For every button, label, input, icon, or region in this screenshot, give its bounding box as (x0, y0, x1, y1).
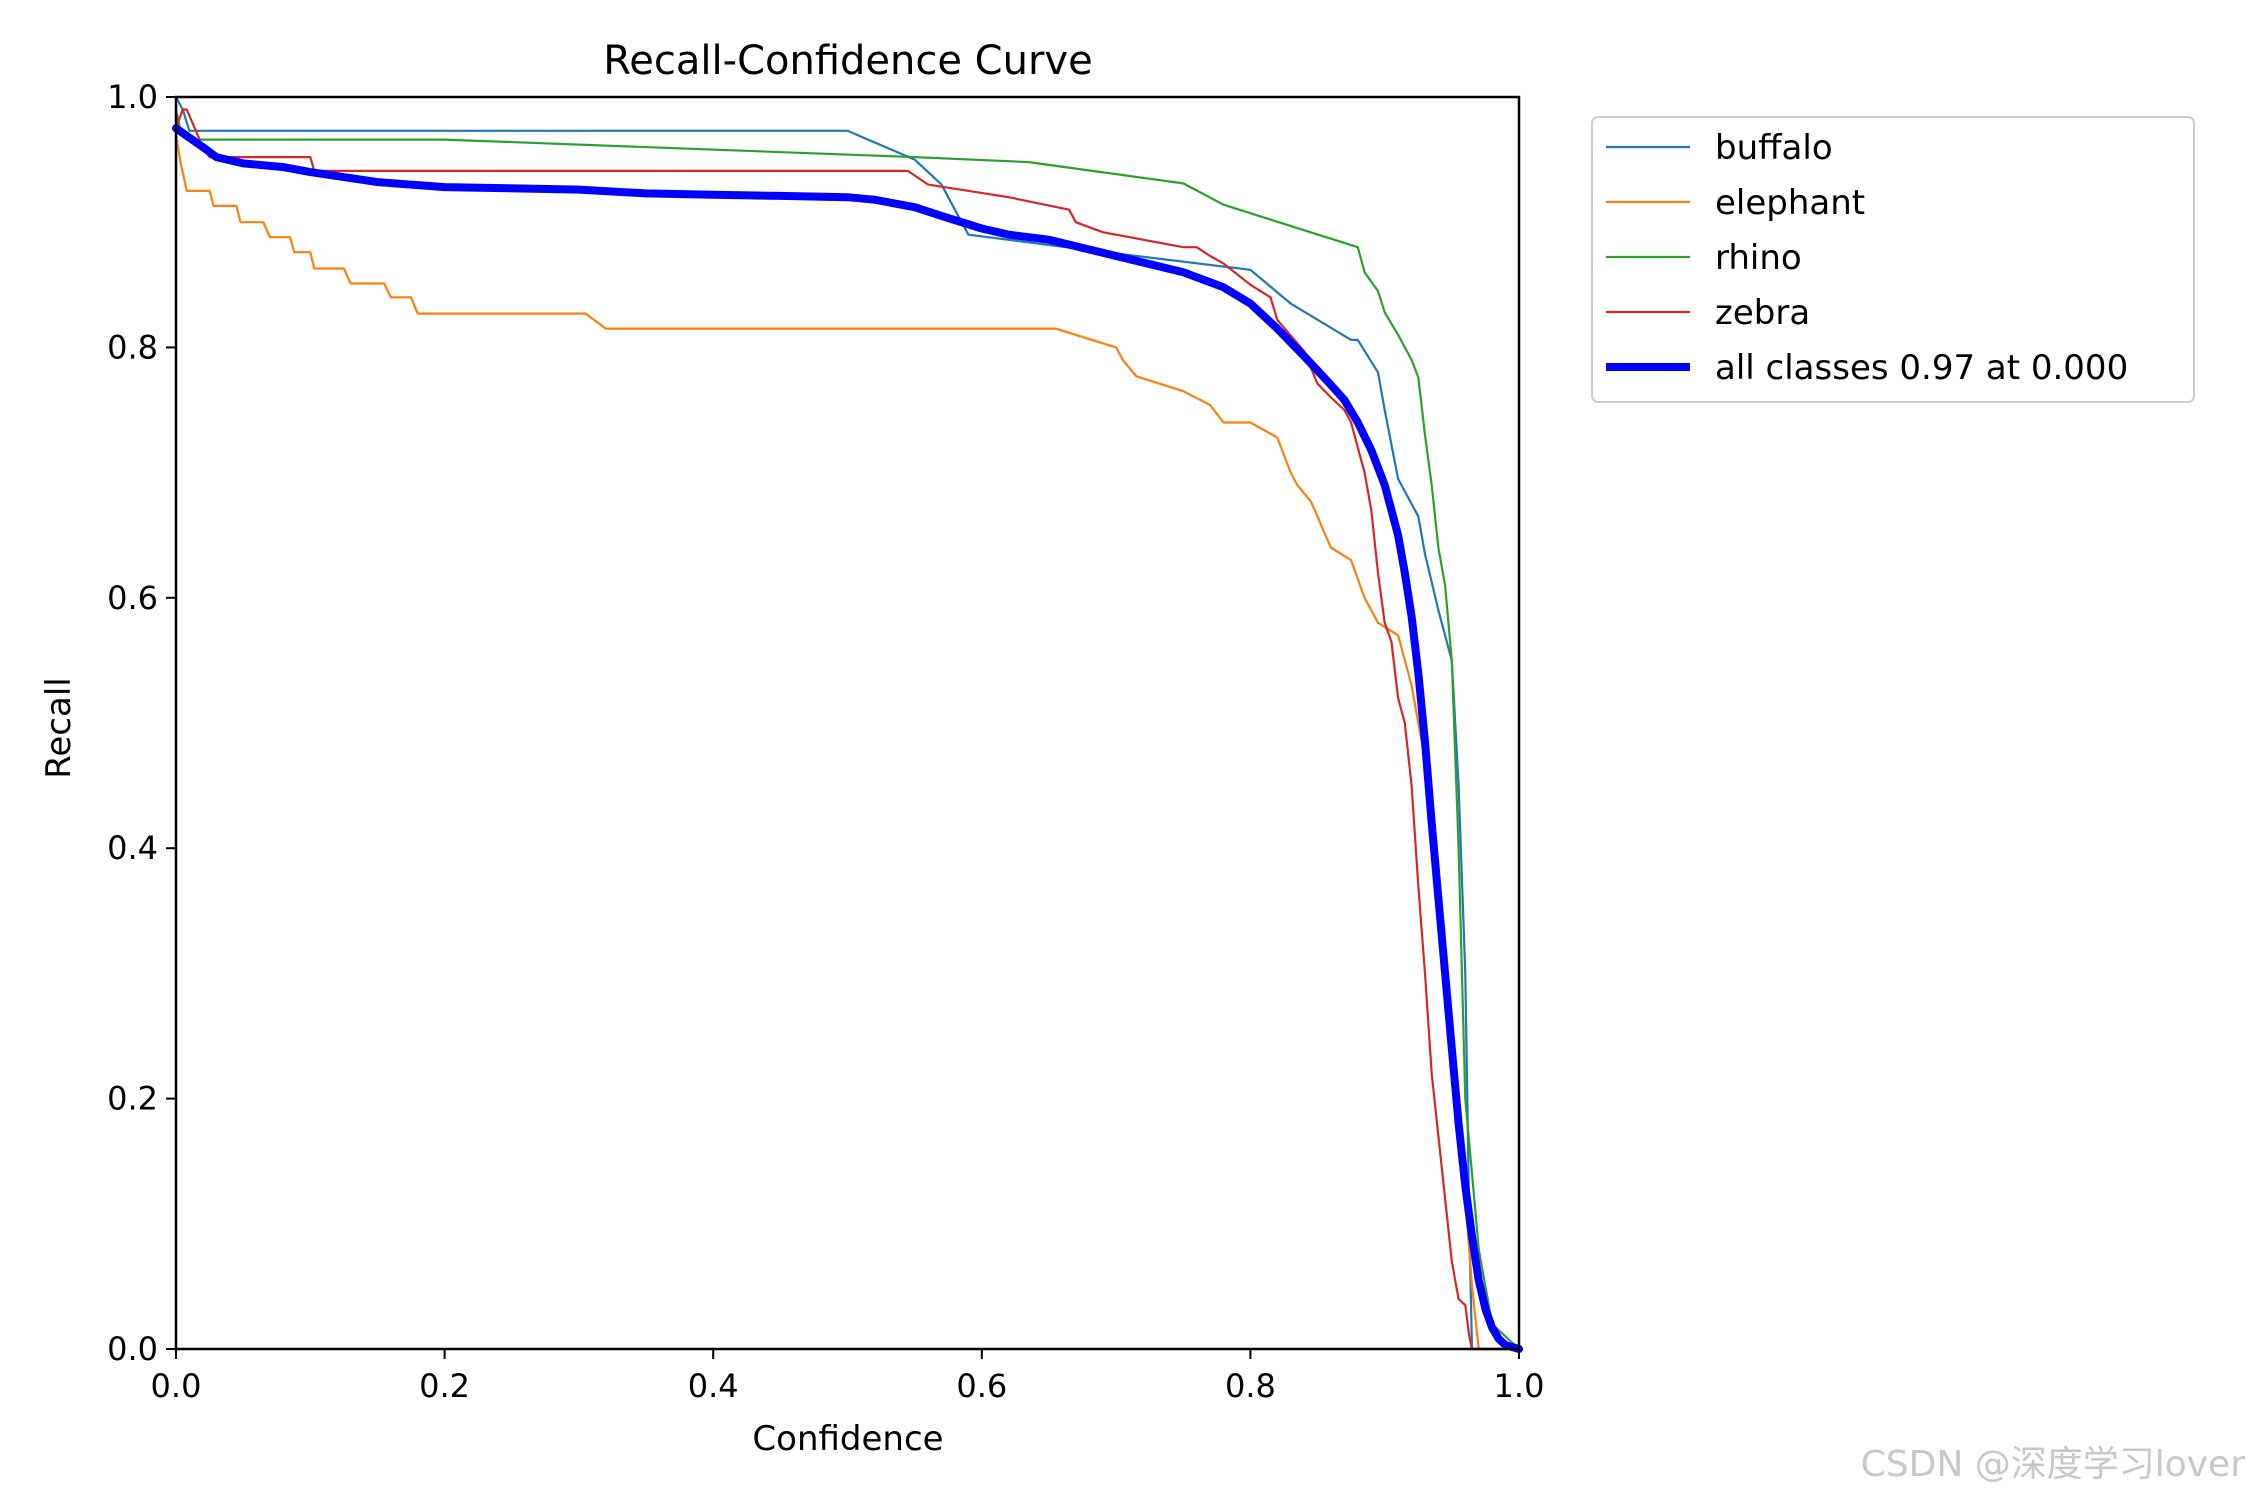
watermark: CSDN @深度学习lover (1861, 1444, 2246, 1485)
x-tick-label: 0.2 (419, 1367, 470, 1405)
y-tick-label: 0.0 (107, 1330, 158, 1368)
y-tick-label: 0.6 (107, 579, 158, 617)
series-line-all-classes (172, 124, 1523, 1353)
x-tick-label: 0.4 (688, 1367, 739, 1405)
series-line-buffalo (174, 95, 1521, 1351)
legend-label-rhino: rhino (1715, 238, 1802, 278)
legend-label-zebra: zebra (1715, 293, 1810, 333)
legend-box (1591, 116, 2195, 403)
series-line-elephant (174, 133, 1521, 1351)
series-line-rhino (174, 108, 1521, 1351)
series-line-zebra (174, 108, 1521, 1351)
legend-label-buffalo: buffalo (1715, 128, 1833, 168)
y-axis-label: Recall (39, 677, 79, 778)
y-tick-label: 1.0 (107, 78, 158, 116)
x-tick-label: 0.0 (151, 1367, 202, 1405)
x-axis-ticks: 0.0 0.2 0.4 0.6 0.8 1.0 (151, 1349, 1545, 1405)
x-tick-label: 0.6 (956, 1367, 1007, 1405)
plot-frame (174, 95, 1521, 1351)
x-tick-label: 1.0 (1494, 1367, 1545, 1405)
y-tick-label: 0.8 (107, 328, 158, 366)
chart-title: Recall-Confidence Curve (603, 38, 1092, 84)
legend-label-all-classes: all classes 0.97 at 0.000 (1715, 348, 2128, 388)
x-tick-label: 0.8 (1225, 1367, 1276, 1405)
y-axis-ticks: 0.0 0.2 0.4 0.6 0.8 1.0 (107, 78, 176, 1368)
legend-items: buffalo elephant rhino zebra all classes 0.9… (1606, 128, 2128, 388)
y-tick-label: 0.4 (107, 829, 158, 867)
x-axis-label: Confidence (752, 1419, 943, 1459)
y-tick-label: 0.2 (107, 1080, 158, 1118)
legend-label-elephant: elephant (1715, 183, 1865, 223)
plot-lines (172, 95, 1523, 1353)
legend: buffalo elephant rhino zebra all classes 0.9… (1591, 116, 2195, 403)
